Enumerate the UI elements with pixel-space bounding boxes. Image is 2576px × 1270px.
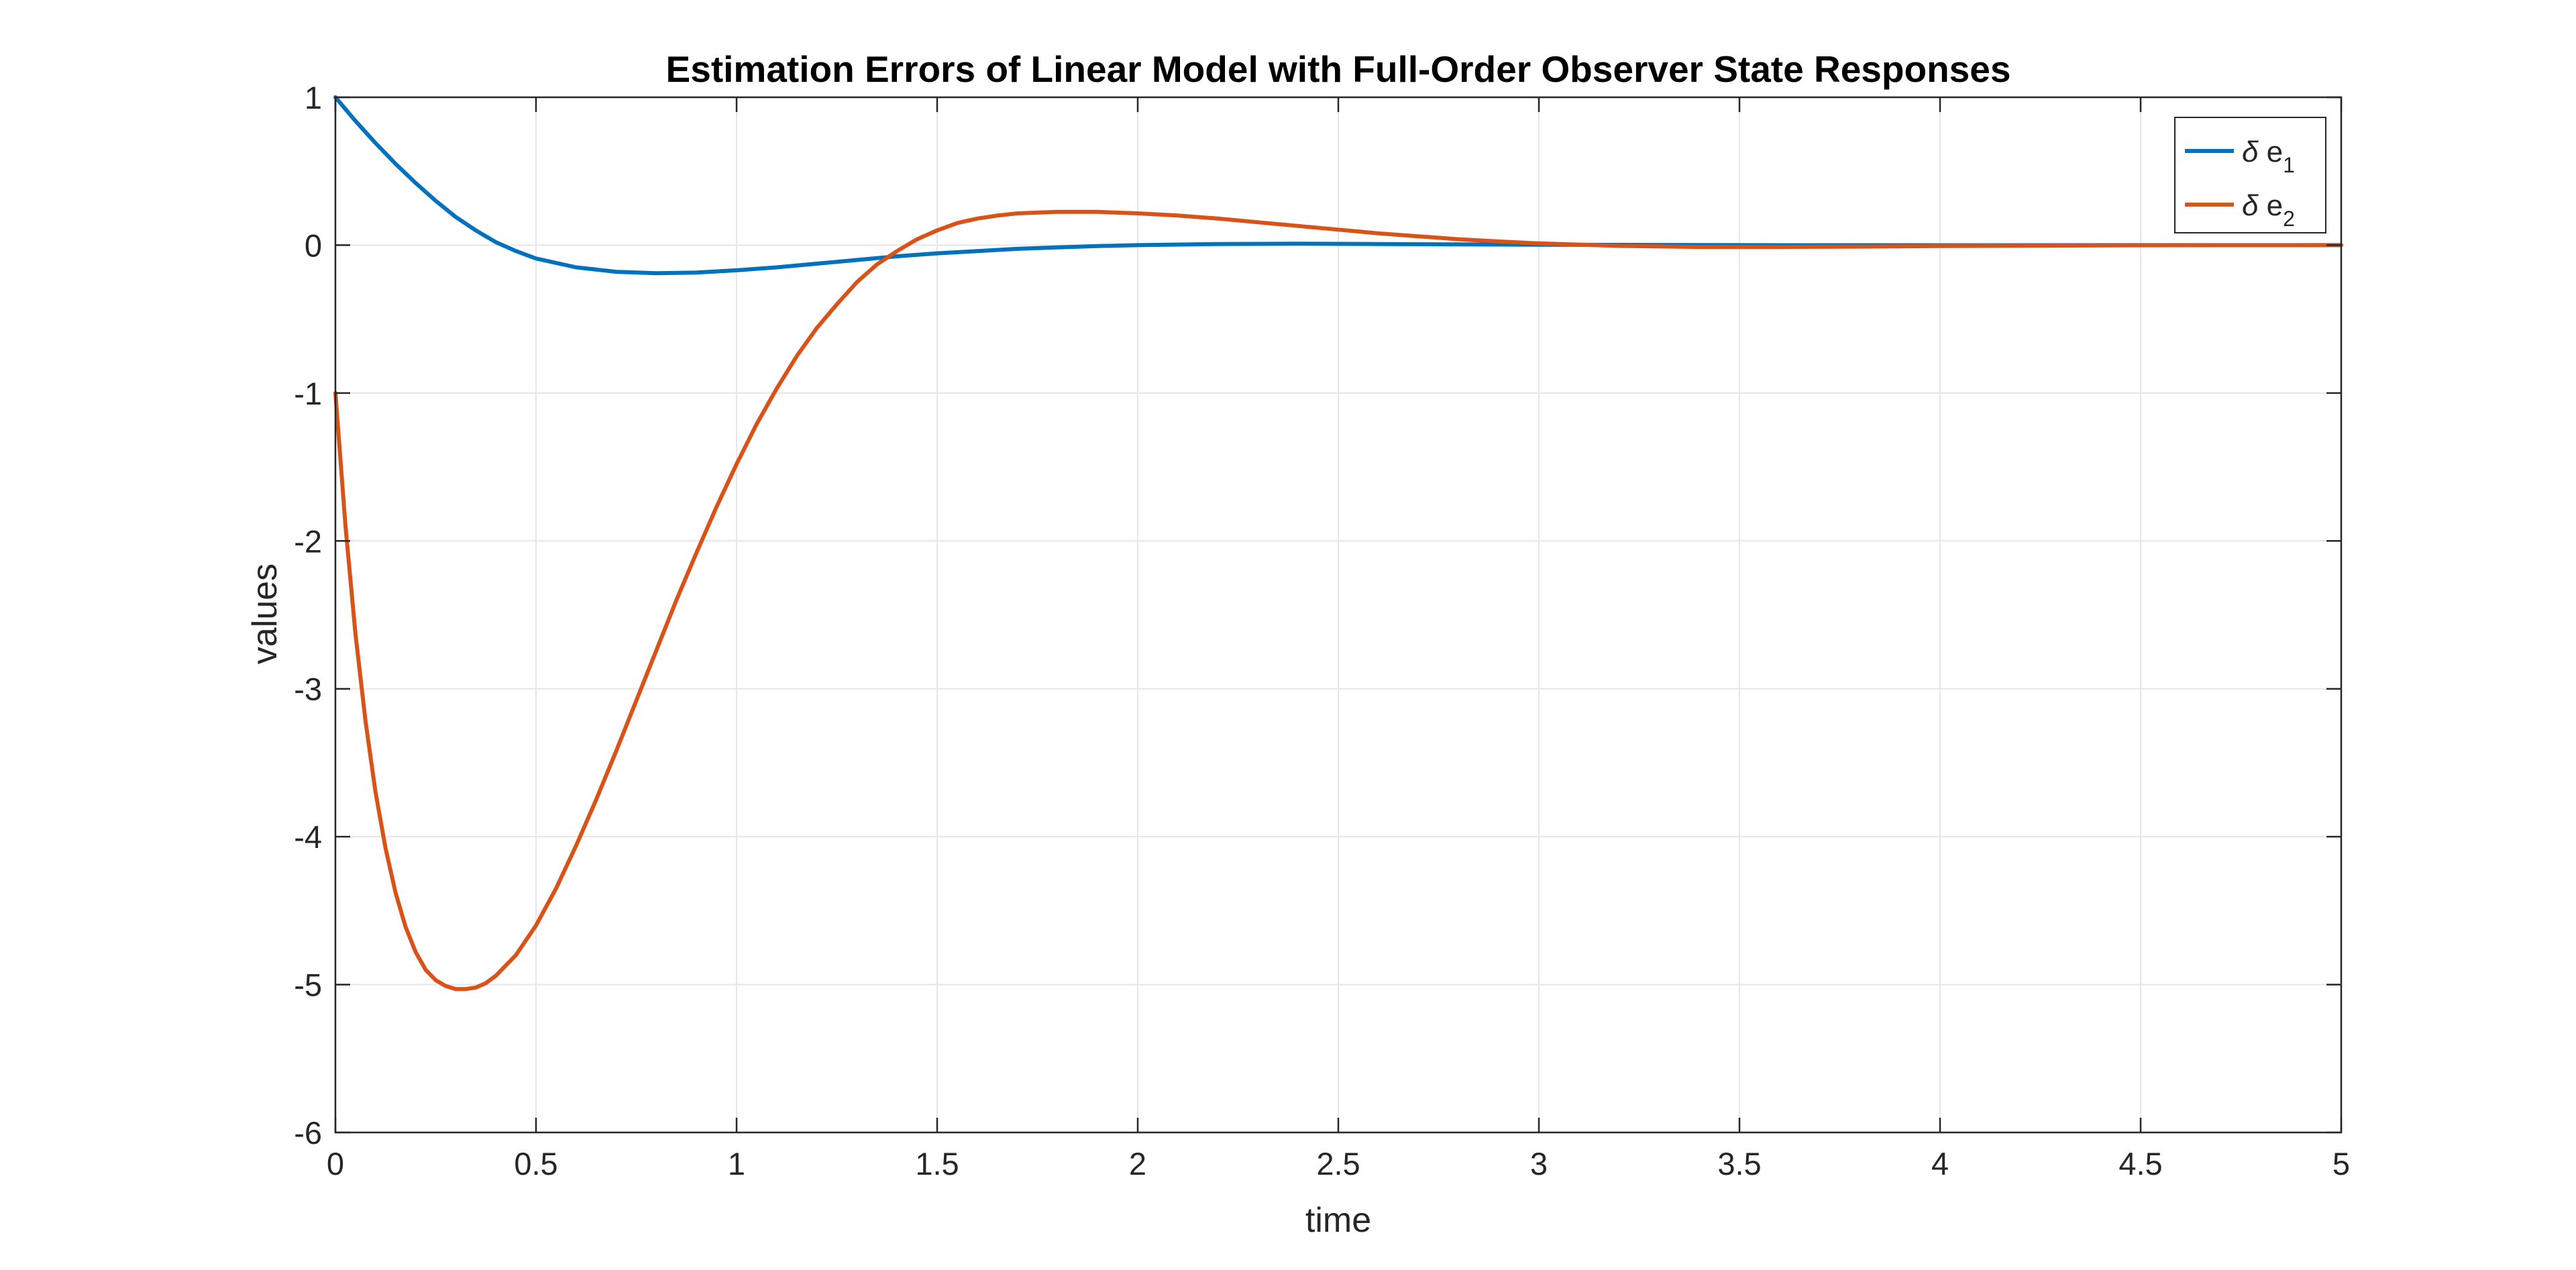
legend-label-2: δ e2 xyxy=(2242,189,2295,231)
x-tick-label: 2.5 xyxy=(1316,1146,1360,1181)
y-tick-label: -3 xyxy=(294,672,322,707)
tick-marks xyxy=(334,96,2343,1134)
x-tick-label: 1.5 xyxy=(915,1146,959,1181)
x-tick-label: 4.5 xyxy=(2118,1146,2162,1181)
series-line-2 xyxy=(333,209,2343,992)
y-axis-label: values xyxy=(246,564,284,664)
y-tick-label: 1 xyxy=(305,80,322,115)
x-tick-label: 1 xyxy=(728,1146,745,1181)
x-tick-labels: 0 0.5 1 1.5 2 2.5 3 3.5 4 4.5 5 xyxy=(327,1146,2350,1181)
y-tick-label: 0 xyxy=(305,227,322,263)
series-lines xyxy=(333,95,2343,992)
y-tick-label: -2 xyxy=(294,523,322,559)
series-line-1 xyxy=(333,95,2343,276)
y-tick-label: -5 xyxy=(294,967,322,1003)
y-tick-labels: 1 0 -1 -2 -3 -4 -5 -6 xyxy=(294,80,322,1151)
legend: δ e1 δ e2 xyxy=(2174,117,2326,233)
y-tick-label: -6 xyxy=(294,1115,322,1151)
x-tick-label: 0 xyxy=(327,1146,344,1181)
legend-label-1: δ e1 xyxy=(2242,136,2295,177)
x-axis-label: time xyxy=(1305,1201,1371,1240)
x-tick-label: 4 xyxy=(1931,1146,1949,1181)
x-tick-label: 5 xyxy=(2332,1146,2350,1181)
x-tick-label: 3 xyxy=(1530,1146,1548,1181)
x-tick-label: 2 xyxy=(1129,1146,1146,1181)
chart-title: Estimation Errors of Linear Model with F… xyxy=(666,48,2011,90)
legend-box xyxy=(2174,117,2326,233)
x-tick-label: 0.5 xyxy=(514,1146,557,1181)
y-tick-label: -1 xyxy=(294,376,322,411)
y-tick-label: -4 xyxy=(294,819,322,855)
x-tick-label: 3.5 xyxy=(1717,1146,1761,1181)
